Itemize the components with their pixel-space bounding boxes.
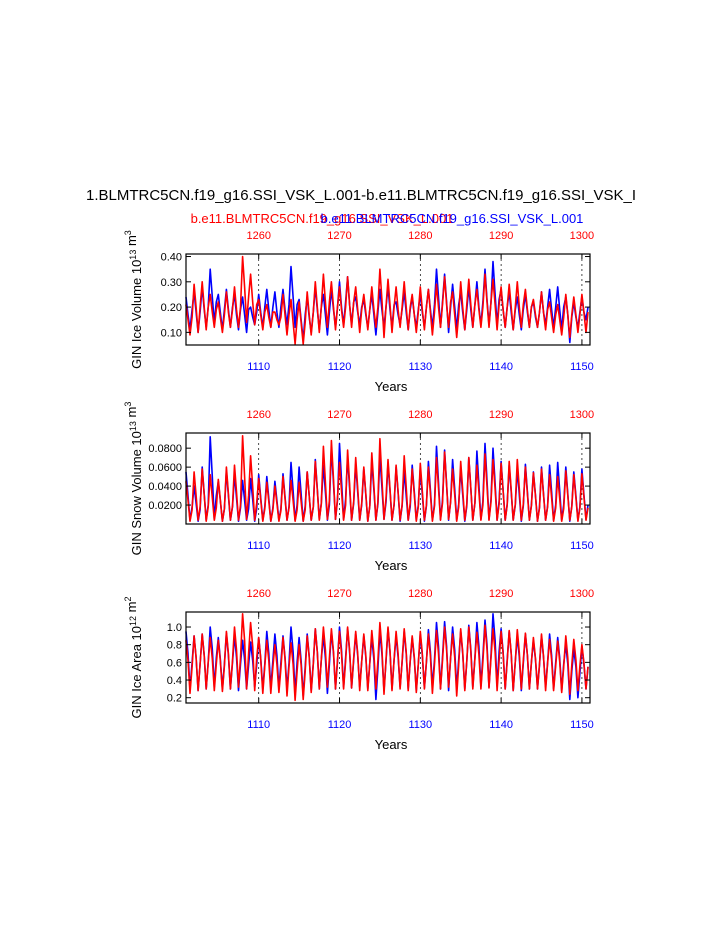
- x-tick-label-top: 1270: [327, 409, 351, 421]
- y-axis-title: GIN Snow Volume 1013 m3: [123, 402, 144, 556]
- x-tick-label-top: 1260: [246, 230, 270, 242]
- x-axis-title: Years: [375, 558, 408, 573]
- x-tick-label-top: 1280: [408, 230, 432, 242]
- y-tick-label: 0.20: [161, 302, 182, 314]
- x-tick-label-top: 1280: [408, 409, 432, 421]
- panel-2: 0.0200 0.0400 0.0600 0.0800 1110 1120 1130 1140…: [123, 402, 594, 573]
- x-tick-label-top: 1300: [570, 409, 594, 421]
- subtitle-red: b.e11.BLMTRC5CN.f19_g16.SSI_VSK_L.001: [191, 211, 454, 226]
- x-tick-label-top: 1290: [489, 409, 513, 421]
- x-axis-title: Years: [375, 737, 408, 752]
- y-tick-label: 0.0200: [148, 500, 182, 512]
- x-tick-label-top: 1300: [570, 588, 594, 600]
- x-tick-label-bottom: 1150: [570, 540, 594, 552]
- x-tick-label-bottom: 1120: [328, 540, 352, 552]
- x-tick-label-bottom: 1130: [408, 540, 432, 552]
- y-tick-label: 1.0: [167, 622, 182, 634]
- y-tick-label: 0.40: [161, 252, 182, 264]
- y-axis-title-superscript: 2: [123, 597, 133, 602]
- panel-3: 0.2 0.4 0.6 0.8 1.0 1110 1120 1130 1140 1150 1260 1…: [123, 588, 594, 752]
- y-axis-title-part: GIN Ice Area 10: [129, 626, 144, 719]
- x-tick-label-bottom: 1130: [408, 719, 432, 731]
- panel-1: 0.10 0.20 0.30 0.40 1110 1120 1130 1140 1150 1260…: [123, 230, 594, 394]
- x-tick-label-bottom: 1120: [328, 719, 352, 731]
- x-tick-label-top: 1290: [489, 588, 513, 600]
- y-axis-title-superscript: 13: [128, 421, 138, 431]
- plot-frame: [185, 611, 591, 704]
- y-axis-title-superscript: 3: [123, 230, 133, 235]
- y-tick-label: 0.4: [167, 675, 182, 687]
- x-tick-label-bottom: 1130: [408, 361, 432, 373]
- x-tick-label-top: 1260: [246, 409, 270, 421]
- x-tick-label-bottom: 1150: [570, 719, 594, 731]
- series-line-red: [185, 255, 589, 345]
- figure-title: 1.BLMTRC5CN.f19_g16.SSI_VSK_L.001-b.e11.…: [86, 187, 636, 204]
- y-axis-title-superscript: 12: [128, 616, 138, 626]
- x-tick-label-bottom: 1140: [489, 540, 513, 552]
- series-line-red: [185, 434, 589, 523]
- x-tick-label-top: 1260: [246, 588, 270, 600]
- y-tick-label: 0.0400: [148, 481, 182, 493]
- x-tick-label-bottom: 1140: [489, 719, 513, 731]
- x-axis-title: Years: [375, 379, 408, 394]
- x-tick-label-bottom: 1110: [247, 361, 270, 373]
- x-tick-label-top: 1300: [570, 230, 594, 242]
- x-tick-label-bottom: 1140: [489, 361, 513, 373]
- x-tick-label-bottom: 1110: [247, 719, 270, 731]
- y-axis-title-superscript: 13: [128, 250, 138, 260]
- y-tick-label: 0.10: [161, 327, 182, 339]
- x-tick-label-top: 1280: [408, 588, 432, 600]
- x-tick-label-bottom: 1110: [247, 540, 270, 552]
- series-line-red: [185, 612, 589, 702]
- subtitle-blue: b.e11.BLMTRC5CN.f19_g16.SSI_VSK_L.001: [321, 211, 584, 226]
- panels-container: 0.10 0.20 0.30 0.40 1110 1120 1130 1140 1150 1260…: [123, 230, 594, 752]
- y-axis-title-superscript: 3: [123, 402, 133, 407]
- y-tick-label: 0.2: [167, 693, 182, 705]
- x-tick-label-top: 1270: [327, 230, 351, 242]
- y-tick-label: 0.0600: [148, 462, 182, 474]
- y-axis-title: GIN Ice Area 1012 m2: [123, 597, 144, 719]
- y-axis-title-part: m: [124, 235, 139, 249]
- y-tick-label: 0.30: [161, 277, 182, 289]
- y-tick-label: 0.0800: [148, 443, 182, 455]
- x-tick-label-top: 1270: [327, 588, 351, 600]
- plot-frame: [185, 432, 591, 525]
- y-axis-title-part: GIN Ice Volume 10: [129, 260, 144, 369]
- y-tick-label: 0.6: [167, 657, 182, 669]
- y-axis-title-part: m: [124, 407, 139, 421]
- y-tick-label: 0.8: [167, 640, 182, 652]
- x-tick-label-bottom: 1120: [328, 361, 352, 373]
- y-axis-title-part: GIN Snow Volume 10: [129, 431, 144, 555]
- x-tick-label-top: 1290: [489, 230, 513, 242]
- y-axis-title-part: m: [124, 602, 139, 616]
- y-axis-title: GIN Ice Volume 1013 m3: [123, 230, 144, 369]
- x-tick-label-bottom: 1150: [570, 361, 594, 373]
- plot-frame: [185, 253, 591, 346]
